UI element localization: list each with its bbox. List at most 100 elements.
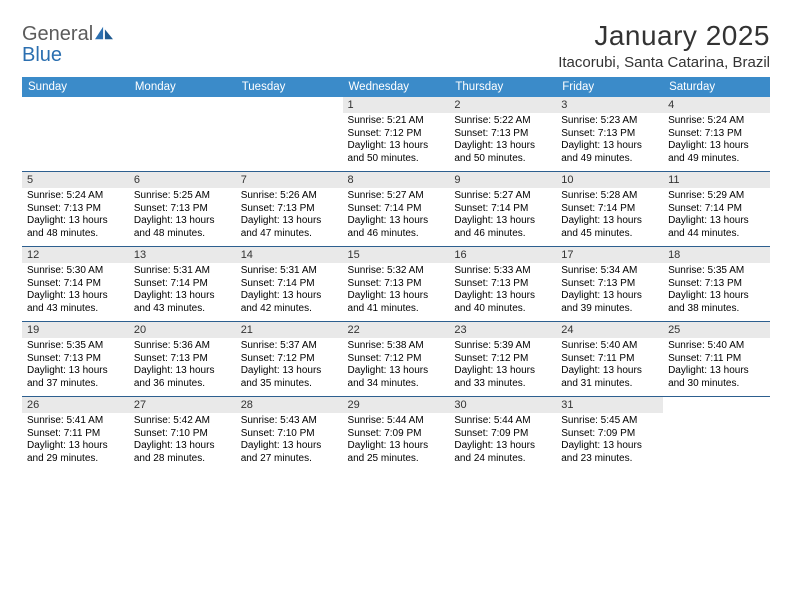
- day-number: 21: [236, 322, 343, 338]
- day-details: Sunrise: 5:27 AMSunset: 7:14 PMDaylight:…: [343, 188, 450, 246]
- calendar-day-cell: 19Sunrise: 5:35 AMSunset: 7:13 PMDayligh…: [22, 322, 129, 397]
- calendar-day-cell: 30Sunrise: 5:44 AMSunset: 7:09 PMDayligh…: [449, 397, 556, 472]
- day-details: Sunrise: 5:39 AMSunset: 7:12 PMDaylight:…: [449, 338, 556, 396]
- calendar-day-cell: 13Sunrise: 5:31 AMSunset: 7:14 PMDayligh…: [129, 247, 236, 322]
- day-number: 13: [129, 247, 236, 263]
- day-details: Sunrise: 5:29 AMSunset: 7:14 PMDaylight:…: [663, 188, 770, 246]
- day-details: Sunrise: 5:31 AMSunset: 7:14 PMDaylight:…: [236, 263, 343, 321]
- day-number: 22: [343, 322, 450, 338]
- day-details: Sunrise: 5:27 AMSunset: 7:14 PMDaylight:…: [449, 188, 556, 246]
- calendar-day-cell: 26Sunrise: 5:41 AMSunset: 7:11 PMDayligh…: [22, 397, 129, 472]
- calendar-day-cell: 16Sunrise: 5:33 AMSunset: 7:13 PMDayligh…: [449, 247, 556, 322]
- logo-text-blue: Blue: [22, 44, 62, 66]
- calendar-day-cell: 18Sunrise: 5:35 AMSunset: 7:13 PMDayligh…: [663, 247, 770, 322]
- brand-logo: General Blue: [22, 20, 113, 66]
- day-number: 23: [449, 322, 556, 338]
- day-number: 27: [129, 397, 236, 413]
- day-number: 18: [663, 247, 770, 263]
- calendar-day-cell: 10Sunrise: 5:28 AMSunset: 7:14 PMDayligh…: [556, 172, 663, 247]
- calendar-week-row: 5Sunrise: 5:24 AMSunset: 7:13 PMDaylight…: [22, 172, 770, 247]
- day-details: Sunrise: 5:26 AMSunset: 7:13 PMDaylight:…: [236, 188, 343, 246]
- calendar-day-cell: [663, 397, 770, 472]
- calendar-day-cell: 7Sunrise: 5:26 AMSunset: 7:13 PMDaylight…: [236, 172, 343, 247]
- col-header: Friday: [556, 77, 663, 97]
- day-details: Sunrise: 5:44 AMSunset: 7:09 PMDaylight:…: [343, 413, 450, 471]
- calendar-day-cell: 9Sunrise: 5:27 AMSunset: 7:14 PMDaylight…: [449, 172, 556, 247]
- day-number: 30: [449, 397, 556, 413]
- day-number: 29: [343, 397, 450, 413]
- day-number: 1: [343, 97, 450, 113]
- calendar-day-cell: 2Sunrise: 5:22 AMSunset: 7:13 PMDaylight…: [449, 97, 556, 172]
- calendar-page: General Blue January 2025 Itacorubi, San…: [0, 0, 792, 481]
- day-details: Sunrise: 5:35 AMSunset: 7:13 PMDaylight:…: [22, 338, 129, 396]
- day-details: Sunrise: 5:36 AMSunset: 7:13 PMDaylight:…: [129, 338, 236, 396]
- calendar-day-cell: 24Sunrise: 5:40 AMSunset: 7:11 PMDayligh…: [556, 322, 663, 397]
- calendar-day-cell: 28Sunrise: 5:43 AMSunset: 7:10 PMDayligh…: [236, 397, 343, 472]
- day-details: Sunrise: 5:33 AMSunset: 7:13 PMDaylight:…: [449, 263, 556, 321]
- day-number: 20: [129, 322, 236, 338]
- day-number: 19: [22, 322, 129, 338]
- day-details: Sunrise: 5:40 AMSunset: 7:11 PMDaylight:…: [556, 338, 663, 396]
- calendar-day-cell: 3Sunrise: 5:23 AMSunset: 7:13 PMDaylight…: [556, 97, 663, 172]
- calendar-day-cell: 15Sunrise: 5:32 AMSunset: 7:13 PMDayligh…: [343, 247, 450, 322]
- calendar-week-row: 26Sunrise: 5:41 AMSunset: 7:11 PMDayligh…: [22, 397, 770, 472]
- col-header: Tuesday: [236, 77, 343, 97]
- calendar-day-cell: 6Sunrise: 5:25 AMSunset: 7:13 PMDaylight…: [129, 172, 236, 247]
- col-header: Thursday: [449, 77, 556, 97]
- calendar-day-cell: 27Sunrise: 5:42 AMSunset: 7:10 PMDayligh…: [129, 397, 236, 472]
- day-details: Sunrise: 5:28 AMSunset: 7:14 PMDaylight:…: [556, 188, 663, 246]
- day-details: Sunrise: 5:38 AMSunset: 7:12 PMDaylight:…: [343, 338, 450, 396]
- calendar-day-cell: 8Sunrise: 5:27 AMSunset: 7:14 PMDaylight…: [343, 172, 450, 247]
- day-details: Sunrise: 5:40 AMSunset: 7:11 PMDaylight:…: [663, 338, 770, 396]
- calendar-day-cell: 17Sunrise: 5:34 AMSunset: 7:13 PMDayligh…: [556, 247, 663, 322]
- calendar-day-cell: 12Sunrise: 5:30 AMSunset: 7:14 PMDayligh…: [22, 247, 129, 322]
- calendar-week-row: 1Sunrise: 5:21 AMSunset: 7:12 PMDaylight…: [22, 97, 770, 172]
- day-number: 12: [22, 247, 129, 263]
- page-header: General Blue January 2025 Itacorubi, San…: [22, 20, 770, 71]
- title-block: January 2025 Itacorubi, Santa Catarina, …: [558, 20, 770, 71]
- col-header: Sunday: [22, 77, 129, 97]
- calendar-header-row: Sunday Monday Tuesday Wednesday Thursday…: [22, 77, 770, 97]
- calendar-day-cell: 11Sunrise: 5:29 AMSunset: 7:14 PMDayligh…: [663, 172, 770, 247]
- day-number: 14: [236, 247, 343, 263]
- calendar-day-cell: [129, 97, 236, 172]
- day-details: Sunrise: 5:24 AMSunset: 7:13 PMDaylight:…: [22, 188, 129, 246]
- day-number: 31: [556, 397, 663, 413]
- day-details: Sunrise: 5:24 AMSunset: 7:13 PMDaylight:…: [663, 113, 770, 171]
- calendar-day-cell: 20Sunrise: 5:36 AMSunset: 7:13 PMDayligh…: [129, 322, 236, 397]
- calendar-day-cell: 31Sunrise: 5:45 AMSunset: 7:09 PMDayligh…: [556, 397, 663, 472]
- day-details: Sunrise: 5:30 AMSunset: 7:14 PMDaylight:…: [22, 263, 129, 321]
- day-details: Sunrise: 5:31 AMSunset: 7:14 PMDaylight:…: [129, 263, 236, 321]
- calendar-day-cell: [236, 97, 343, 172]
- calendar-day-cell: [22, 97, 129, 172]
- calendar-day-cell: 22Sunrise: 5:38 AMSunset: 7:12 PMDayligh…: [343, 322, 450, 397]
- day-details: Sunrise: 5:25 AMSunset: 7:13 PMDaylight:…: [129, 188, 236, 246]
- day-details: Sunrise: 5:34 AMSunset: 7:13 PMDaylight:…: [556, 263, 663, 321]
- day-details: Sunrise: 5:35 AMSunset: 7:13 PMDaylight:…: [663, 263, 770, 321]
- day-details: Sunrise: 5:32 AMSunset: 7:13 PMDaylight:…: [343, 263, 450, 321]
- day-number: 5: [22, 172, 129, 188]
- calendar-day-cell: 23Sunrise: 5:39 AMSunset: 7:12 PMDayligh…: [449, 322, 556, 397]
- day-details: Sunrise: 5:45 AMSunset: 7:09 PMDaylight:…: [556, 413, 663, 471]
- day-number: 26: [22, 397, 129, 413]
- calendar-day-cell: 29Sunrise: 5:44 AMSunset: 7:09 PMDayligh…: [343, 397, 450, 472]
- day-details: Sunrise: 5:43 AMSunset: 7:10 PMDaylight:…: [236, 413, 343, 471]
- day-number: 25: [663, 322, 770, 338]
- day-details: Sunrise: 5:44 AMSunset: 7:09 PMDaylight:…: [449, 413, 556, 471]
- calendar-day-cell: 1Sunrise: 5:21 AMSunset: 7:12 PMDaylight…: [343, 97, 450, 172]
- day-number: 2: [449, 97, 556, 113]
- col-header: Saturday: [663, 77, 770, 97]
- day-number: 6: [129, 172, 236, 188]
- day-details: Sunrise: 5:41 AMSunset: 7:11 PMDaylight:…: [22, 413, 129, 471]
- location-subtitle: Itacorubi, Santa Catarina, Brazil: [558, 54, 770, 71]
- day-number: 16: [449, 247, 556, 263]
- logo-text-general: General: [22, 23, 93, 45]
- logo-sail-icon: [95, 26, 113, 40]
- calendar-day-cell: 21Sunrise: 5:37 AMSunset: 7:12 PMDayligh…: [236, 322, 343, 397]
- day-number: 9: [449, 172, 556, 188]
- day-number: 8: [343, 172, 450, 188]
- day-number: 15: [343, 247, 450, 263]
- day-details: Sunrise: 5:37 AMSunset: 7:12 PMDaylight:…: [236, 338, 343, 396]
- logo-text-block: General Blue: [22, 24, 93, 66]
- day-number: 10: [556, 172, 663, 188]
